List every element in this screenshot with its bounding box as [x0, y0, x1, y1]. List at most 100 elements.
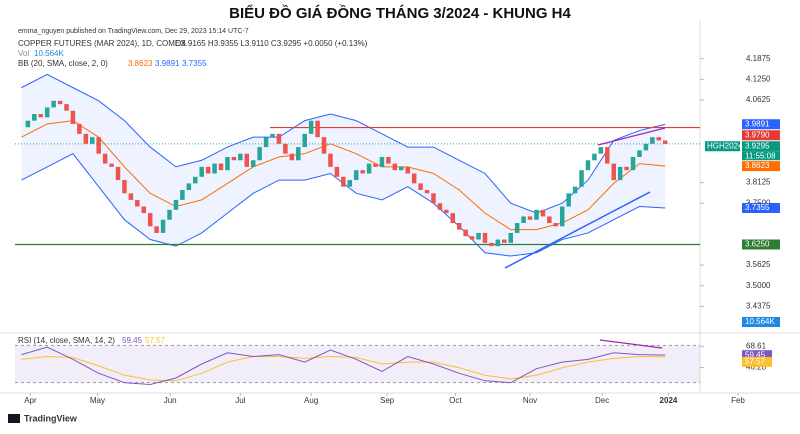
candle — [218, 163, 224, 171]
ohlc: O3.9165 H3.9355 L3.9110 C3.9295 +0.0050 … — [175, 39, 368, 48]
candle — [373, 163, 378, 167]
candle — [263, 137, 269, 148]
candle — [482, 232, 488, 243]
candle — [521, 216, 526, 224]
candle — [476, 232, 481, 240]
candle — [605, 147, 610, 164]
candle — [38, 114, 44, 118]
volume-tag — [742, 317, 780, 327]
candle — [244, 153, 250, 167]
candle — [534, 209, 539, 220]
candle — [379, 156, 385, 167]
x-tick-label: Jun — [164, 396, 177, 405]
candle — [70, 110, 76, 124]
price-tag — [742, 202, 780, 213]
x-tick-label: Dec — [595, 396, 609, 405]
publisher: emma_nguyen published on TradingView.com… — [18, 28, 249, 35]
candle — [572, 186, 578, 194]
candle — [508, 232, 513, 243]
candle — [585, 160, 591, 171]
candle — [617, 166, 623, 181]
candle — [347, 180, 353, 187]
price-tag — [742, 119, 780, 130]
candle — [199, 166, 204, 177]
candle — [257, 147, 262, 161]
x-tick-label: Apr — [24, 396, 37, 405]
y-tick-label: 3.5000 — [746, 281, 771, 290]
trend-line — [504, 191, 651, 269]
candle — [135, 199, 140, 207]
candle — [115, 166, 121, 181]
trend-line — [597, 127, 666, 146]
candle — [547, 216, 552, 224]
candle — [463, 229, 468, 237]
candle — [160, 219, 166, 233]
candle — [437, 203, 443, 210]
candle — [418, 183, 423, 190]
candle — [296, 147, 301, 161]
candle — [44, 107, 50, 118]
candle — [289, 153, 295, 161]
candle — [611, 163, 616, 181]
rsi-label: RSI (14, close, SMA, 14, 2) — [18, 336, 115, 345]
rsi-values — [21, 346, 666, 386]
countdown-tag — [742, 151, 780, 161]
rsi-tag — [742, 350, 772, 361]
candle — [308, 120, 314, 134]
price-tag-label: 3.9891 — [745, 119, 770, 128]
candle — [444, 209, 449, 214]
bb-label: BB (20, SMA, close, 2, 0) — [18, 59, 108, 68]
candle — [450, 213, 456, 224]
rsi-tag — [742, 356, 772, 367]
candle — [321, 137, 327, 154]
bb-lower-value: 3.7355 — [182, 59, 207, 68]
ticker: HGH2024 — [707, 141, 743, 150]
candle — [51, 100, 56, 108]
x-tick-label: May — [90, 396, 105, 405]
price-tag-label: 3.9295 — [745, 141, 770, 150]
candle — [353, 170, 359, 181]
bb-basis-value: 3.8623 — [128, 59, 153, 68]
candle — [650, 137, 655, 144]
candle — [399, 166, 404, 171]
y-tick-label: 3.4375 — [746, 302, 771, 311]
price-tag — [742, 161, 780, 172]
candle — [592, 153, 597, 161]
candle — [386, 156, 391, 164]
candle — [456, 223, 462, 230]
candle — [283, 143, 288, 154]
candle — [173, 199, 179, 210]
candle — [25, 120, 31, 128]
candle — [250, 160, 256, 167]
candle — [360, 170, 365, 174]
rsi-ma — [21, 356, 666, 382]
bb-upper-value: 3.9891 — [155, 59, 180, 68]
candle — [392, 163, 398, 171]
price-tag-label: 3.7355 — [745, 203, 770, 212]
candle — [193, 176, 198, 184]
candle — [83, 133, 89, 144]
volume-label: Vol — [18, 49, 29, 58]
candle — [366, 163, 372, 174]
candle — [328, 153, 333, 167]
divergence-line — [599, 339, 663, 349]
candle — [405, 166, 410, 174]
candle — [205, 166, 211, 174]
candle — [122, 180, 127, 194]
candle — [141, 206, 147, 214]
volume-tag-label: 10.564K — [745, 317, 775, 326]
price-tag-label: 3.8623 — [745, 161, 770, 170]
candle — [147, 213, 153, 227]
price-tag-label: 3.6250 — [745, 240, 770, 249]
candle — [514, 223, 520, 233]
chart-title: BIỂU ĐỒ GIÁ ĐỒNG THÁNG 3/2024 - KHUNG H4 — [229, 4, 571, 22]
candle — [334, 166, 340, 177]
candle — [186, 183, 192, 190]
candle — [128, 193, 134, 200]
countdown: 11:55:08 — [745, 151, 776, 160]
rsi-ma-value: 57.57 — [145, 336, 166, 345]
candle — [540, 209, 546, 217]
x-tick-label: Jul — [235, 396, 245, 405]
